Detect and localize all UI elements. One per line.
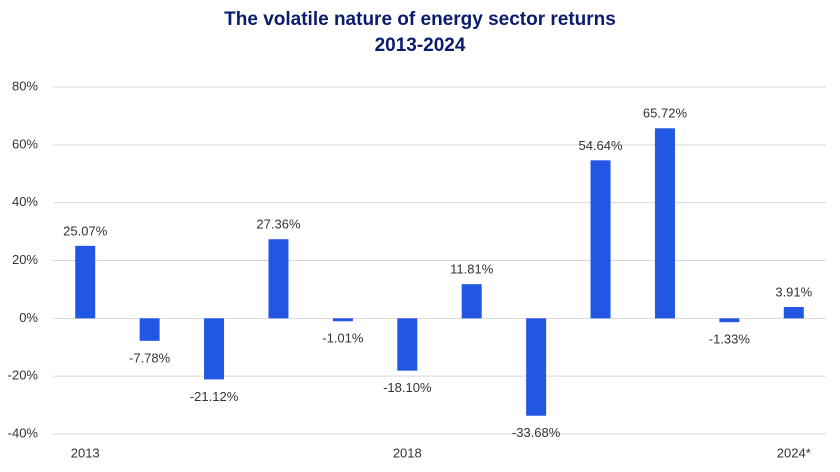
value-label: 25.07%	[63, 223, 108, 238]
value-label: -7.78%	[129, 350, 171, 365]
value-label: 65.72%	[643, 106, 688, 121]
x-tick-label: 2013	[71, 445, 100, 460]
value-label: 54.64%	[578, 138, 623, 153]
bar	[654, 128, 675, 319]
chart-subtitle: 2013-2024	[375, 35, 466, 56]
bar	[397, 318, 418, 371]
bar	[268, 239, 289, 319]
y-tick-label: 20%	[12, 252, 38, 267]
value-label: 27.36%	[256, 217, 301, 232]
bar	[139, 318, 160, 341]
bar	[75, 245, 96, 319]
y-tick-label: 80%	[12, 78, 38, 93]
value-label: -21.12%	[190, 389, 239, 404]
chart-title: The volatile nature of energy sector ret…	[224, 9, 616, 30]
bar	[526, 318, 547, 416]
value-label: 11.81%	[450, 262, 494, 277]
value-label: -33.68%	[512, 425, 561, 440]
y-tick-label: 60%	[12, 136, 38, 151]
y-tick-label: -20%	[8, 368, 39, 383]
value-label: 3.91%	[775, 284, 812, 299]
value-label: -1.01%	[322, 331, 364, 346]
bar	[719, 318, 740, 323]
bar	[590, 160, 611, 319]
y-tick-label: 40%	[12, 194, 38, 209]
x-tick-label: 2024*	[777, 445, 811, 460]
x-tick-label: 2018	[393, 445, 422, 460]
bar	[332, 318, 353, 322]
value-label: -1.33%	[709, 332, 751, 347]
bar	[204, 318, 225, 380]
value-label: -18.10%	[383, 380, 432, 395]
bar	[783, 307, 804, 319]
y-tick-label: -40%	[8, 425, 39, 440]
bar	[461, 284, 482, 319]
y-tick-label: 0%	[19, 310, 38, 325]
